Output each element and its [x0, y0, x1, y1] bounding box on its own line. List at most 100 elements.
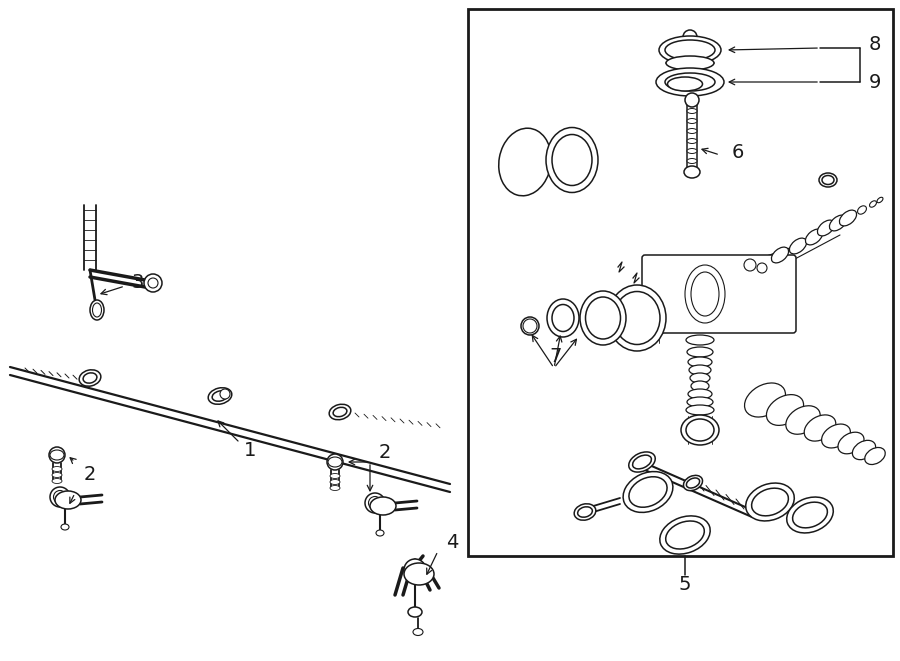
Circle shape	[744, 259, 756, 271]
Ellipse shape	[691, 272, 719, 316]
Ellipse shape	[52, 467, 62, 471]
Ellipse shape	[666, 521, 705, 549]
Ellipse shape	[552, 134, 592, 186]
Ellipse shape	[50, 487, 70, 507]
Ellipse shape	[52, 473, 62, 477]
Ellipse shape	[523, 319, 537, 333]
Ellipse shape	[752, 488, 788, 516]
Ellipse shape	[687, 159, 697, 163]
Ellipse shape	[668, 77, 703, 91]
Ellipse shape	[685, 265, 725, 323]
Ellipse shape	[659, 36, 721, 64]
Ellipse shape	[687, 149, 697, 153]
Ellipse shape	[370, 497, 396, 515]
Ellipse shape	[687, 347, 713, 357]
Ellipse shape	[580, 291, 626, 345]
Ellipse shape	[869, 201, 877, 207]
Ellipse shape	[786, 406, 820, 434]
Ellipse shape	[793, 502, 827, 528]
Ellipse shape	[771, 247, 788, 263]
Ellipse shape	[806, 229, 823, 245]
Ellipse shape	[330, 485, 340, 490]
Ellipse shape	[333, 407, 346, 416]
FancyBboxPatch shape	[642, 255, 796, 333]
Ellipse shape	[330, 479, 340, 485]
Ellipse shape	[79, 369, 101, 386]
Ellipse shape	[789, 238, 806, 254]
Text: 2: 2	[379, 442, 392, 461]
Ellipse shape	[686, 419, 714, 441]
Ellipse shape	[660, 516, 710, 554]
Ellipse shape	[683, 475, 703, 490]
Ellipse shape	[687, 397, 713, 407]
Text: 3: 3	[131, 274, 144, 293]
Ellipse shape	[50, 450, 64, 460]
Ellipse shape	[805, 415, 836, 441]
Text: 8: 8	[868, 36, 881, 54]
Ellipse shape	[689, 365, 711, 375]
Ellipse shape	[55, 491, 81, 509]
Ellipse shape	[404, 559, 426, 581]
Text: 2: 2	[84, 465, 96, 485]
Text: 1: 1	[244, 440, 256, 459]
Ellipse shape	[691, 381, 709, 391]
Ellipse shape	[830, 215, 847, 231]
Ellipse shape	[546, 128, 598, 192]
Ellipse shape	[822, 176, 834, 184]
Ellipse shape	[665, 73, 715, 91]
Ellipse shape	[686, 405, 714, 415]
Ellipse shape	[83, 373, 97, 383]
Circle shape	[327, 454, 343, 470]
Ellipse shape	[877, 197, 883, 203]
Ellipse shape	[687, 128, 697, 134]
Ellipse shape	[787, 497, 833, 533]
Ellipse shape	[629, 452, 655, 472]
Ellipse shape	[329, 405, 351, 420]
Ellipse shape	[687, 139, 697, 143]
Ellipse shape	[656, 68, 724, 96]
Ellipse shape	[586, 297, 620, 339]
Ellipse shape	[148, 278, 158, 288]
Ellipse shape	[212, 391, 228, 401]
Ellipse shape	[688, 357, 712, 367]
Circle shape	[49, 447, 65, 463]
Ellipse shape	[687, 478, 699, 488]
Ellipse shape	[681, 415, 719, 445]
Ellipse shape	[90, 300, 104, 320]
Circle shape	[757, 263, 767, 273]
Text: 7: 7	[550, 346, 562, 366]
Ellipse shape	[822, 424, 850, 448]
Ellipse shape	[93, 303, 102, 317]
Ellipse shape	[817, 220, 834, 236]
Ellipse shape	[819, 173, 837, 187]
Ellipse shape	[61, 524, 69, 530]
Ellipse shape	[52, 479, 62, 483]
Ellipse shape	[746, 483, 795, 521]
Ellipse shape	[858, 206, 867, 214]
Ellipse shape	[608, 285, 666, 351]
Ellipse shape	[578, 507, 592, 517]
Ellipse shape	[552, 305, 574, 332]
Ellipse shape	[574, 504, 596, 520]
Ellipse shape	[368, 496, 382, 510]
Ellipse shape	[413, 629, 423, 635]
Circle shape	[683, 30, 697, 44]
Ellipse shape	[408, 607, 422, 617]
Ellipse shape	[840, 210, 857, 226]
Ellipse shape	[852, 440, 876, 459]
Ellipse shape	[144, 274, 162, 292]
Ellipse shape	[666, 56, 714, 70]
Text: 9: 9	[868, 73, 881, 91]
Ellipse shape	[686, 335, 714, 345]
Ellipse shape	[865, 447, 886, 465]
Bar	[468, 9, 893, 556]
Ellipse shape	[665, 40, 715, 60]
Text: 6: 6	[732, 143, 744, 161]
Ellipse shape	[687, 118, 697, 124]
Circle shape	[220, 389, 230, 399]
Ellipse shape	[767, 395, 804, 426]
Ellipse shape	[687, 169, 697, 173]
Ellipse shape	[376, 530, 384, 536]
Ellipse shape	[838, 432, 864, 454]
Ellipse shape	[684, 166, 700, 178]
